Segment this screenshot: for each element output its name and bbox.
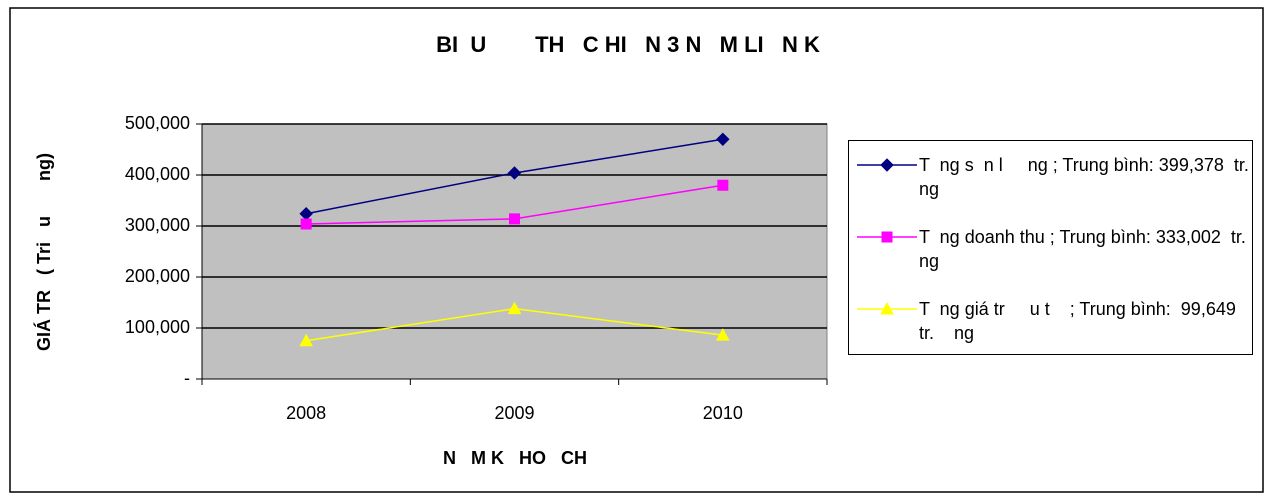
y-tick-label: 200,000 xyxy=(125,266,190,286)
legend-label: T ng giá tr u t ; Trung bình: 99,649 tr.… xyxy=(919,299,1246,343)
marker xyxy=(881,231,893,243)
legend: T ng s n l ng ; Trung bình: 399,378 tr. … xyxy=(848,140,1253,355)
legend-label: T ng doanh thu ; Trung bình: 333,002 tr.… xyxy=(919,227,1246,271)
marker xyxy=(716,132,730,147)
y-tick-label: - xyxy=(184,368,190,388)
plot-area xyxy=(201,123,828,380)
x-tick-label: 2009 xyxy=(494,403,534,423)
marker xyxy=(717,179,729,191)
x-tick-label: 2008 xyxy=(286,403,326,423)
marker xyxy=(507,301,522,315)
x-axis-label: N M K HO CH xyxy=(443,448,587,468)
y-tick-label: 300,000 xyxy=(125,215,190,235)
marker xyxy=(300,218,312,230)
legend-swatch xyxy=(857,158,917,172)
marker xyxy=(507,166,522,180)
legend-swatch xyxy=(857,301,917,315)
marker xyxy=(880,158,894,172)
y-tick-label: 100,000 xyxy=(125,317,190,337)
marker xyxy=(509,213,520,225)
marker xyxy=(880,301,894,315)
legend-label: T ng s n l ng ; Trung bình: 399,378 tr. … xyxy=(919,155,1249,199)
y-tick-label: 500,000 xyxy=(125,113,190,133)
y-axis-label: GIÁ TR ( Tri u ng) xyxy=(33,153,54,351)
chart-title: BI U TH C HI N 3 N M LI N K xyxy=(436,32,820,57)
marker xyxy=(299,333,314,347)
y-tick-label: 400,000 xyxy=(125,164,190,184)
legend-swatch xyxy=(857,231,917,243)
marker xyxy=(715,328,730,341)
x-tick-label: 2010 xyxy=(703,403,743,423)
